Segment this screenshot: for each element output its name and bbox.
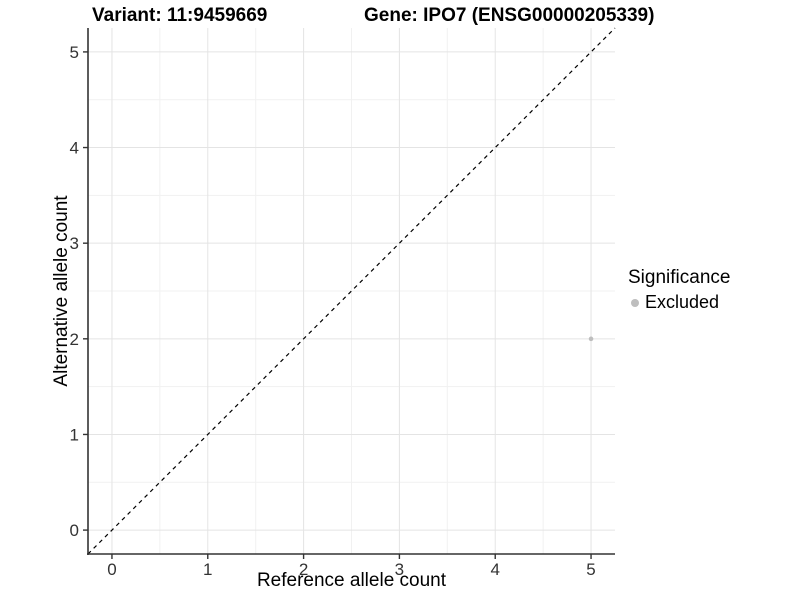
x-tick-label: 3: [395, 560, 404, 579]
y-tick-label: 1: [70, 425, 79, 444]
plot-title-variant: Variant: 11:9459669: [92, 5, 268, 26]
x-tick-label: 5: [586, 560, 595, 579]
y-tick-label: 5: [70, 43, 79, 62]
x-tick-label: 4: [490, 560, 499, 579]
x-axis-title: Reference allele count: [256, 570, 447, 591]
y-tick-label: 3: [70, 234, 79, 253]
legend-item-label: Excluded: [645, 292, 720, 312]
data-point: [588, 336, 594, 342]
x-tick-label: 2: [299, 560, 308, 579]
x-tick-label: 0: [107, 560, 116, 579]
x-tick-label: 1: [203, 560, 212, 579]
plot-title-gene: Gene: IPO7 (ENSG00000205339): [364, 5, 655, 26]
y-tick-label: 2: [70, 330, 79, 349]
legend-point-icon: [631, 298, 639, 307]
y-tick-label: 0: [70, 521, 79, 540]
legend: Significance Excluded: [628, 267, 730, 313]
legend-title: Significance: [628, 267, 731, 288]
y-axis-title: Alternative allele count: [51, 195, 72, 387]
y-tick-label: 4: [70, 139, 79, 158]
legend-item-excluded: Excluded: [628, 292, 730, 313]
